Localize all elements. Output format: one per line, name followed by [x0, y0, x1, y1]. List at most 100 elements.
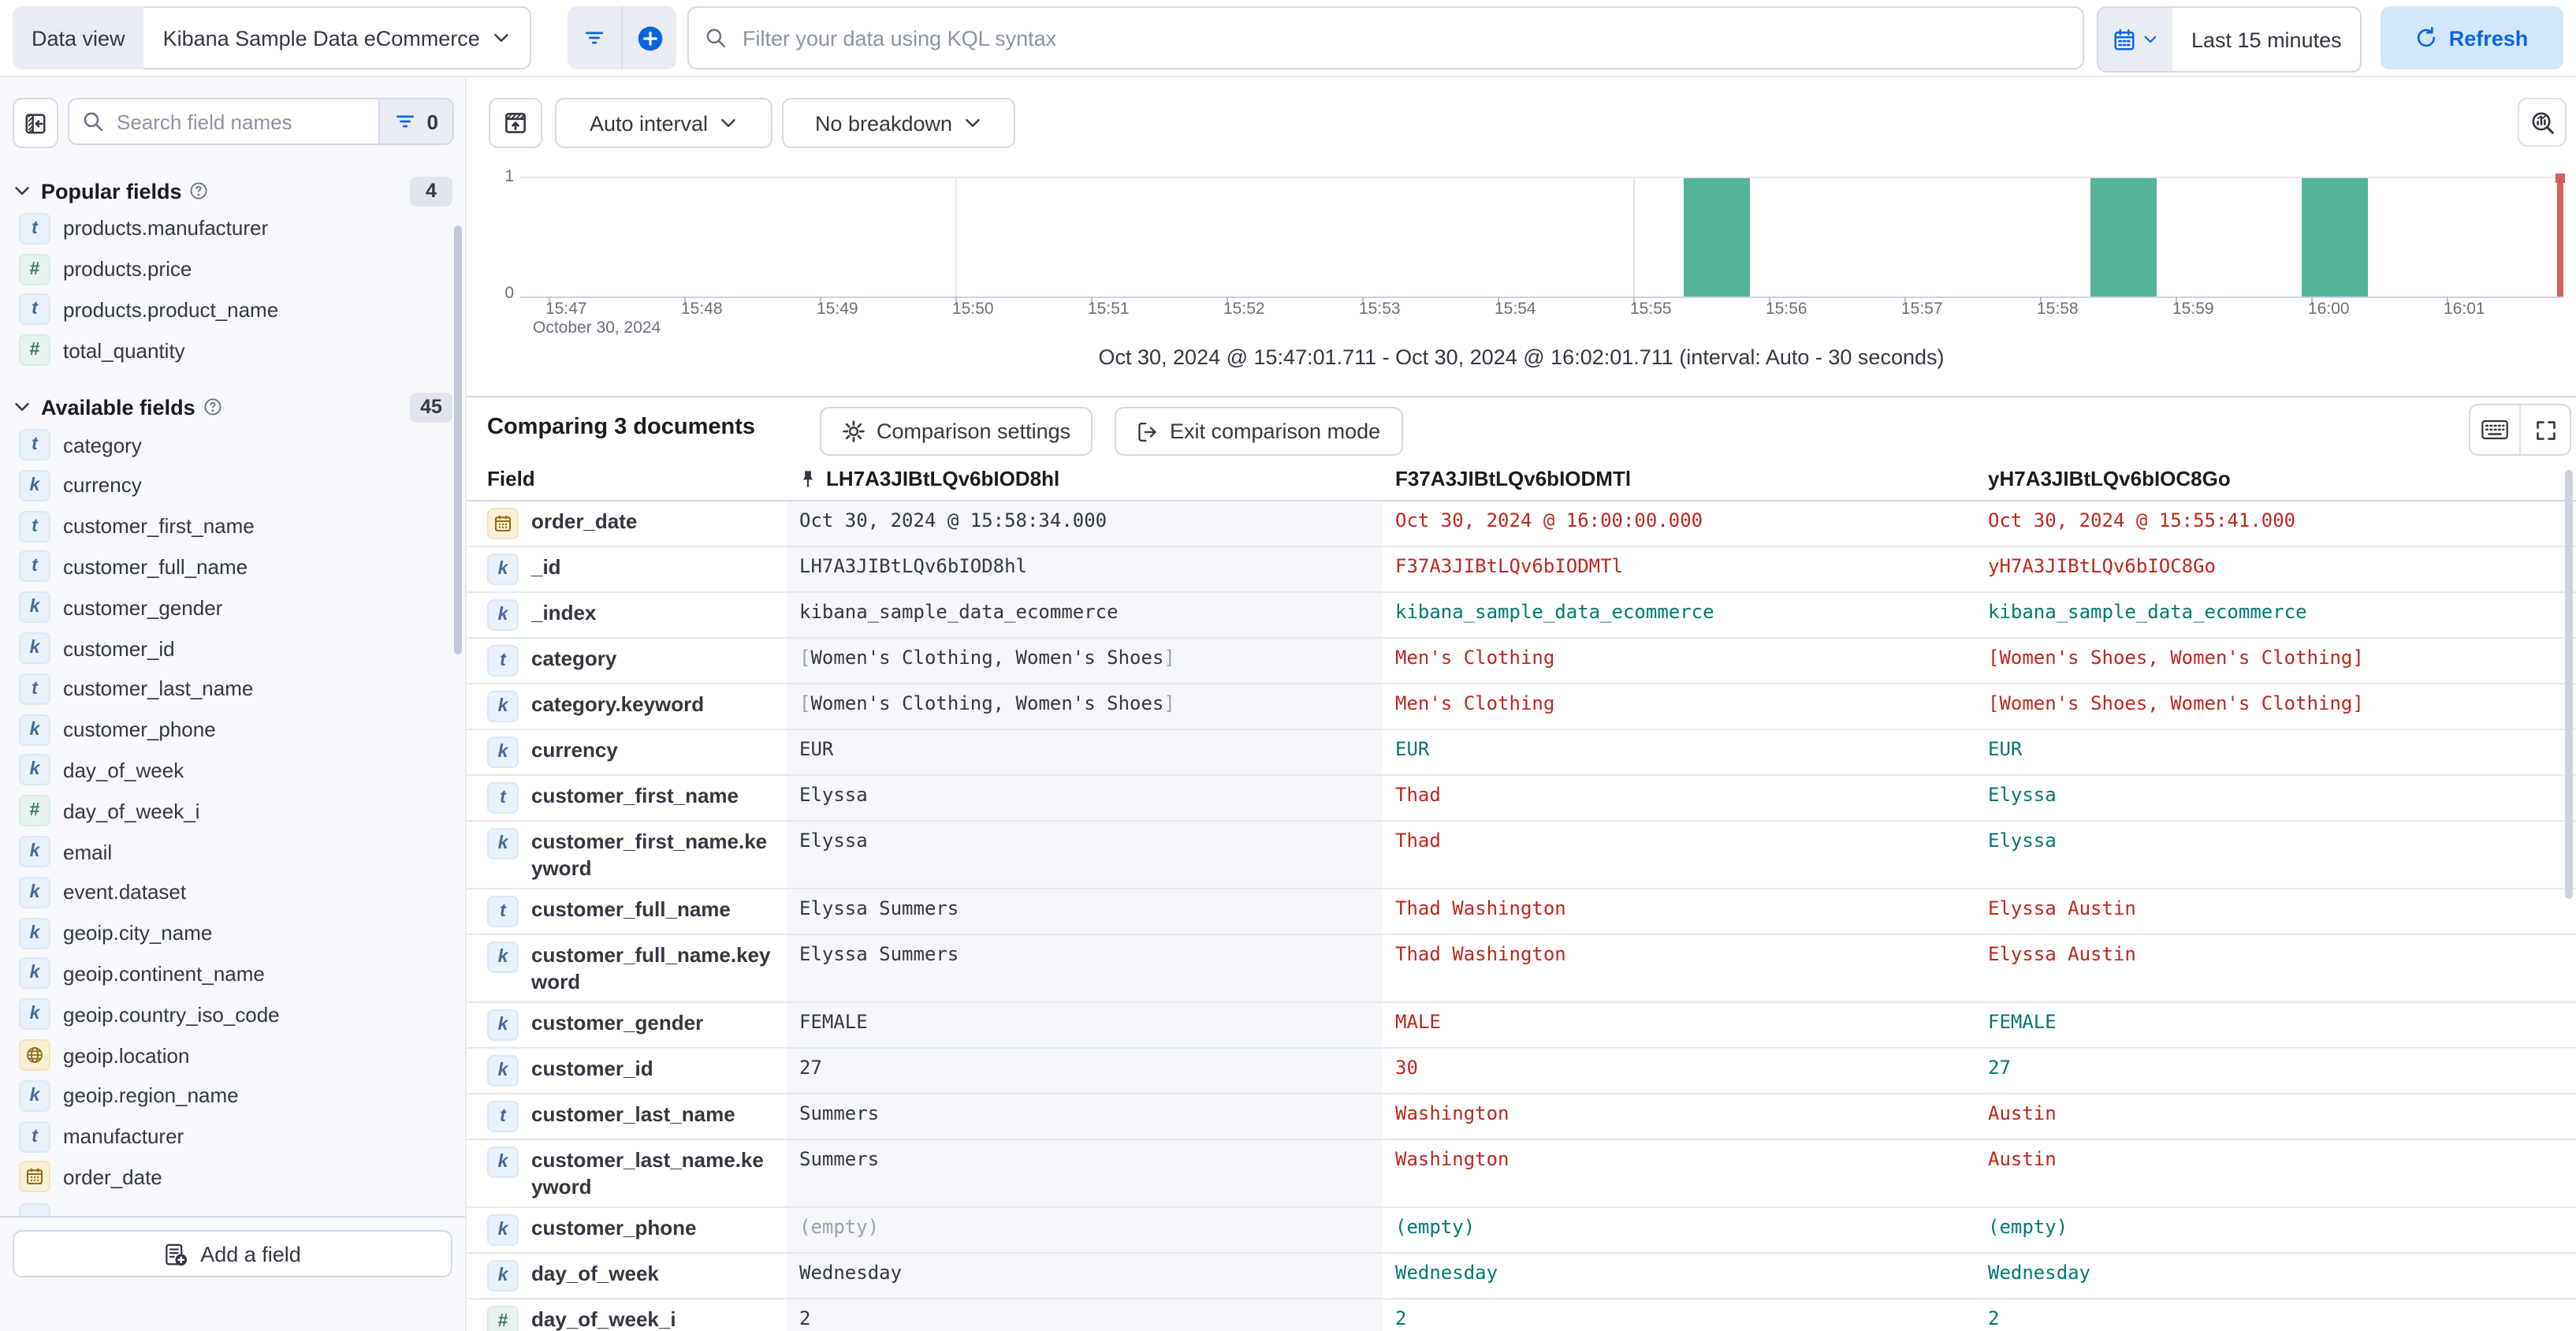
- field-list-item-total_quantity[interactable]: # total_quantity: [13, 330, 452, 371]
- field-list-item-customer_last_name[interactable]: t customer_last_name: [13, 669, 452, 710]
- keyword-field-token-icon: k: [487, 599, 519, 631]
- field-list-item-order_date[interactable]: order_date: [13, 1157, 452, 1198]
- field-name: customer_full_name: [531, 897, 731, 921]
- field-value: Elyssa: [1988, 784, 2057, 806]
- field-value: 27: [799, 1057, 822, 1079]
- field-cell[interactable]: # day_of_week_i: [467, 1299, 787, 1331]
- field-cell[interactable]: k category.keyword: [467, 684, 787, 729]
- field-cell[interactable]: k customer_phone: [467, 1208, 787, 1252]
- filter-list-button[interactable]: [568, 6, 621, 69]
- time-range-value[interactable]: Last 15 minutes: [2191, 28, 2342, 51]
- field-list-item-products.price[interactable]: # products.price: [13, 249, 452, 290]
- field-cell[interactable]: k customer_first_name.keyword: [467, 822, 787, 888]
- table-row-currency: k currency EUR EUR EUR: [467, 730, 2576, 776]
- field-list-item-currency[interactable]: k currency: [13, 465, 452, 506]
- data-view-select[interactable]: Kibana Sample Data eCommerce: [143, 6, 532, 69]
- fullscreen-icon: [2534, 419, 2556, 441]
- axis-tick: [820, 296, 821, 303]
- document-column-header[interactable]: yH7A3JIBtLQv6bIOC8Go: [1975, 464, 2568, 500]
- field-list-item-category[interactable]: t category: [13, 424, 452, 465]
- field-cell[interactable]: k currency: [467, 730, 787, 774]
- field-list-item-day_of_week_i[interactable]: # day_of_week_i: [13, 791, 452, 832]
- hide-chart-button[interactable]: [489, 98, 542, 148]
- field-value: Washington: [1395, 1148, 1509, 1170]
- document-column-header[interactable]: F37A3JIBtLQv6bIODMTl: [1383, 464, 1975, 500]
- field-list-item-day_of_week[interactable]: k day_of_week: [13, 750, 452, 791]
- field-list-item-geoip.region_name[interactable]: k geoip.region_name: [13, 1076, 452, 1117]
- explore-in-lens-button[interactable]: [2518, 98, 2567, 147]
- field-filter-button[interactable]: 0: [378, 99, 452, 144]
- text-field-token-icon: t: [19, 550, 50, 583]
- field-cell[interactable]: k _id: [467, 547, 787, 591]
- x-axis-tick-label: 15:58: [2037, 300, 2079, 319]
- histogram-bar[interactable]: [2302, 177, 2368, 296]
- field-list-item-partial[interactable]: [19, 1203, 50, 1216]
- table-scrollbar[interactable]: [2565, 470, 2573, 899]
- comparison-cell: Washington: [1383, 1140, 1975, 1206]
- x-axis-tick-label: 15:49: [817, 300, 858, 319]
- keyword-field-token-icon: k: [19, 917, 50, 949]
- add-filter-button[interactable]: [623, 6, 676, 69]
- field-list-item-event.dataset[interactable]: k event.dataset: [13, 872, 452, 913]
- x-axis-date-label: October 30, 2024: [533, 319, 661, 337]
- field-list-item-products.manufacturer[interactable]: t products.manufacturer: [13, 208, 452, 249]
- field-value: Oct 30, 2024 @ 16:00:00.000: [1395, 509, 1703, 531]
- refresh-button[interactable]: Refresh: [2381, 6, 2563, 69]
- comparison-cell: Austin: [1975, 1140, 2568, 1206]
- interval-select[interactable]: Auto interval: [555, 98, 772, 148]
- field-list-item-geoip.city_name[interactable]: k geoip.city_name: [13, 913, 452, 954]
- field-name: customer_last_name: [531, 1102, 735, 1126]
- section-count-badge: 4: [410, 176, 452, 206]
- field-value: Austin: [1988, 1148, 2057, 1170]
- add-field-button[interactable]: Add a field: [13, 1230, 452, 1277]
- field-cell[interactable]: k _index: [467, 593, 787, 637]
- field-list-item-geoip.country_iso_code[interactable]: k geoip.country_iso_code: [13, 994, 452, 1035]
- comparison-cell: Thad Washington: [1383, 889, 1975, 934]
- field-cell[interactable]: k day_of_week: [467, 1254, 787, 1298]
- field-list-item-manufacturer[interactable]: t manufacturer: [13, 1116, 452, 1157]
- field-list-item-geoip.continent_name[interactable]: k geoip.continent_name: [13, 953, 452, 994]
- field-cell[interactable]: k customer_last_name.keyword: [467, 1140, 787, 1206]
- comparison-settings-button[interactable]: Comparison settings: [820, 407, 1093, 456]
- field-section-header-available[interactable]: Available fields 45: [13, 390, 452, 424]
- field-cell[interactable]: t customer_first_name: [467, 776, 787, 820]
- field-list-item-customer_gender[interactable]: k customer_gender: [13, 587, 452, 628]
- keyword-field-token-icon: k: [19, 469, 50, 501]
- field-search-input[interactable]: [114, 108, 378, 135]
- field-cell[interactable]: k customer_full_name.keyword: [467, 935, 787, 1001]
- breakdown-select[interactable]: No breakdown: [782, 98, 1015, 148]
- field-cell[interactable]: t customer_full_name: [467, 889, 787, 934]
- date-picker-button[interactable]: [2098, 8, 2172, 71]
- field-list-item-customer_first_name[interactable]: t customer_first_name: [13, 506, 452, 547]
- comparison-cell: yH7A3JIBtLQv6bIOC8Go: [1975, 547, 2568, 591]
- histogram-bar[interactable]: [1684, 177, 1750, 296]
- field-cell[interactable]: t category: [467, 639, 787, 683]
- field-list-item-email[interactable]: k email: [13, 831, 452, 872]
- kql-search-bar[interactable]: [687, 6, 2084, 69]
- comparison-table: Field LH7A3JIBtLQv6bIOD8hl F37A3JIBtLQv6bI…: [467, 464, 2576, 1331]
- help-icon[interactable]: [203, 397, 222, 416]
- keyboard-shortcuts-button[interactable]: [2470, 405, 2519, 454]
- field-list-item-customer_phone[interactable]: k customer_phone: [13, 710, 452, 751]
- field-cell[interactable]: k customer_gender: [467, 1003, 787, 1047]
- field-list-item-customer_id[interactable]: k customer_id: [13, 628, 452, 669]
- document-column-header[interactable]: LH7A3JIBtLQv6bIOD8hl: [787, 464, 1383, 500]
- collapse-sidebar-button[interactable]: [13, 98, 58, 148]
- field-cell[interactable]: k customer_id: [467, 1049, 787, 1093]
- field-value: Thad Washington: [1395, 897, 1566, 919]
- field-list-item-customer_full_name[interactable]: t customer_full_name: [13, 546, 452, 587]
- field-cell[interactable]: t customer_last_name: [467, 1094, 787, 1139]
- fullscreen-button[interactable]: [2521, 405, 2570, 454]
- table-row-customer_full_name.keyword: k customer_full_name.keyword Elyssa Summer…: [467, 935, 2576, 1003]
- field-list-item-geoip.location[interactable]: geoip.location: [13, 1035, 452, 1076]
- keyword-field-token-icon: k: [19, 591, 50, 624]
- field-cell[interactable]: order_date: [467, 501, 787, 546]
- field-section-header-popular[interactable]: Popular fields 4: [13, 173, 452, 208]
- kql-search-input[interactable]: [739, 24, 2067, 51]
- sidebar-scrollbar[interactable]: [454, 226, 462, 654]
- histogram-bar[interactable]: [2090, 177, 2157, 296]
- exit-comparison-button[interactable]: Exit comparison mode: [1115, 407, 1403, 456]
- field-list-item-products.product_name[interactable]: t products.product_name: [13, 289, 452, 330]
- help-icon[interactable]: [190, 181, 209, 200]
